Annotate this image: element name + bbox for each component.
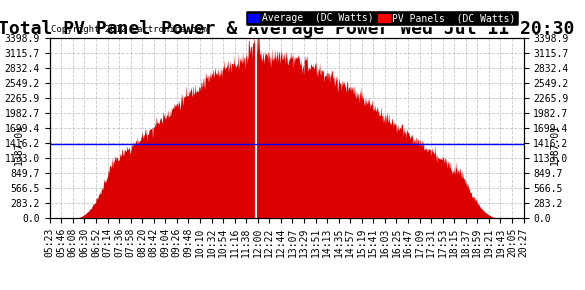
Title: Total PV Panel Power & Average Power Wed Jul 11 20:30: Total PV Panel Power & Average Power Wed… — [0, 19, 575, 37]
Text: 1387.01: 1387.01 — [13, 124, 23, 165]
Legend: Average  (DC Watts), PV Panels  (DC Watts): Average (DC Watts), PV Panels (DC Watts) — [245, 10, 519, 26]
Text: 1387.01: 1387.01 — [550, 124, 560, 165]
Y-axis label: 1 387.01: 1 387.01 — [0, 289, 1, 290]
Text: Copyright 2012 Cartronics.com: Copyright 2012 Cartronics.com — [51, 25, 207, 34]
